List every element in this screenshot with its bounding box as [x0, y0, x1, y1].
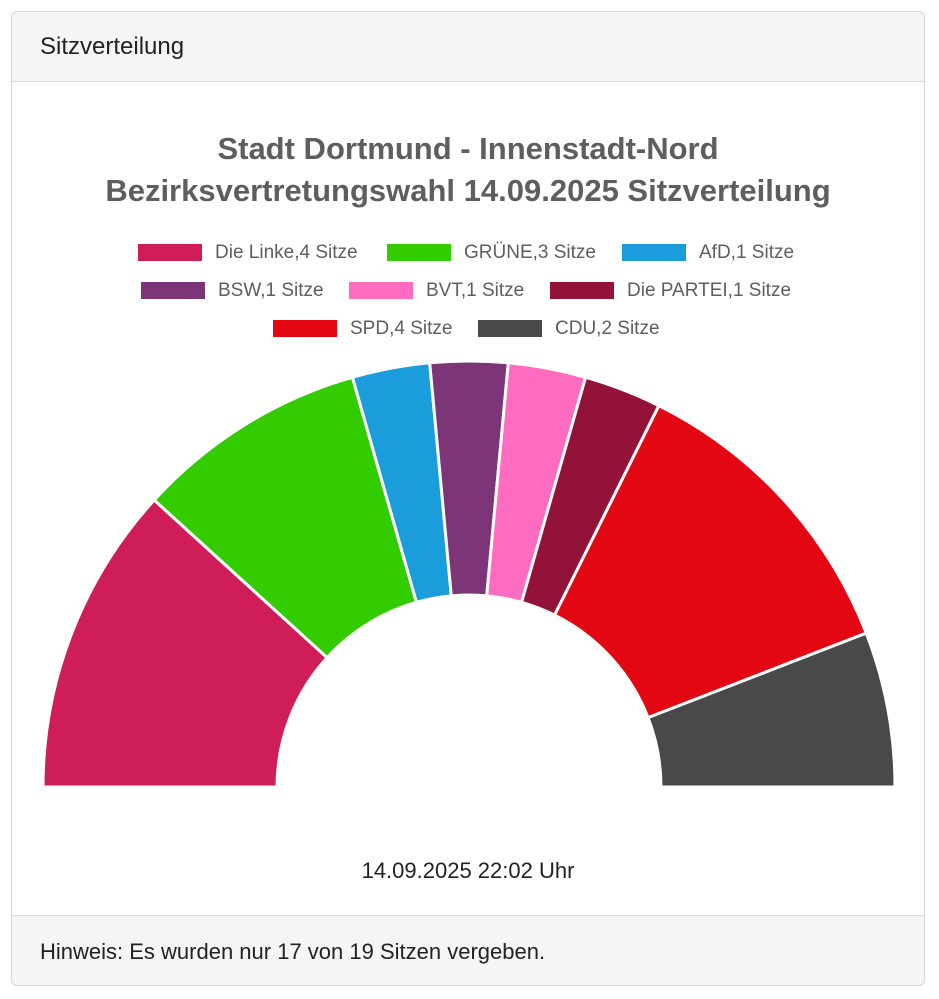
chart-title-line-1: Stadt Dortmund - Innenstadt-Nord	[217, 131, 719, 166]
legend-swatch-spd	[273, 320, 337, 337]
footer-note: Hinweis: Es wurden nur 17 von 19 Sitzen …	[40, 939, 546, 964]
card-title: Sitzverteilung	[40, 33, 185, 60]
legend-swatch-afd	[622, 244, 686, 261]
legend-swatch-bvt	[349, 282, 413, 299]
legend-swatch-gruene	[387, 244, 451, 261]
legend-label-gruene: GRÜNE,3 Sitze	[464, 242, 596, 263]
legend-label-die-linke: Die Linke,4 Sitze	[215, 242, 358, 263]
legend-label-spd: SPD,4 Sitze	[350, 318, 453, 339]
legend-label-die-partei: Die PARTEI,1 Sitze	[627, 280, 792, 301]
legend-swatch-bsw	[141, 282, 205, 299]
legend-label-cdu: CDU,2 Sitze	[555, 318, 660, 339]
seat-segment-cdu[interactable]	[646, 631, 897, 789]
card-header: Sitzverteilung	[12, 12, 924, 82]
legend-swatch-cdu	[478, 320, 542, 337]
timestamp: 14.09.2025 22:02 Uhr	[361, 858, 575, 883]
legend-swatch-die-linke	[138, 244, 202, 261]
seat-segment-spd[interactable]	[553, 404, 868, 720]
seat-distribution-card: Sitzverteilung Stadt Dortmund - Innensta…	[11, 11, 925, 986]
legend-label-afd: AfD,1 Sitze	[699, 242, 795, 263]
legend-label-bsw: BSW,1 Sitze	[218, 280, 324, 301]
legend-swatch-die-partei	[550, 282, 614, 299]
chart-title-line-2: Bezirksvertretungswahl 14.09.2025 Sitzve…	[105, 173, 831, 208]
seat-segment-die-linke[interactable]	[41, 498, 329, 789]
semicircle-seat-chart	[41, 359, 897, 789]
legend-label-bvt: BVT,1 Sitze	[426, 280, 525, 301]
card-footer: Hinweis: Es wurden nur 17 von 19 Sitzen …	[12, 915, 924, 985]
